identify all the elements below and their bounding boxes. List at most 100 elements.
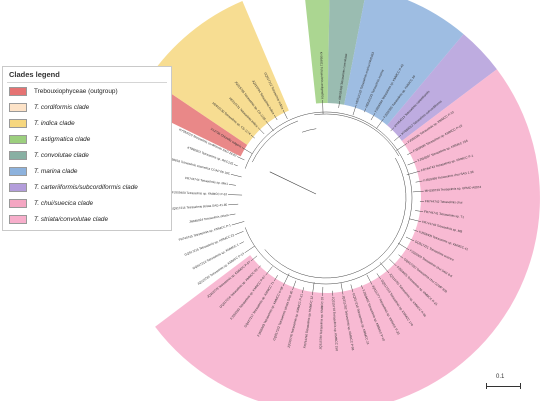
legend-swatch xyxy=(9,199,27,208)
branch xyxy=(396,142,408,151)
leaf-label: GQ917214 Tetraselmis striata SAG 41.85 xyxy=(170,203,227,211)
branch xyxy=(239,241,245,245)
leaf-label: FR744746 Tetraselmis sp. KMMCC 12 xyxy=(303,295,314,348)
clade-sectors xyxy=(133,0,540,401)
legend-swatch xyxy=(9,103,27,112)
leaf-label: FJ559400 Tetraselmis sp. KMMCC P-63 xyxy=(172,190,228,196)
branch xyxy=(237,156,245,161)
branch xyxy=(312,282,315,296)
internal-branch xyxy=(264,157,407,279)
legend-swatch xyxy=(9,215,27,224)
clade-sector-marina xyxy=(344,0,464,126)
branch xyxy=(265,120,274,132)
clade-sector-striata xyxy=(155,69,540,401)
leaf-label: FR744741 Tetraselmis sp. T1 xyxy=(424,210,465,220)
branch xyxy=(250,255,258,262)
branch xyxy=(235,231,244,235)
branch xyxy=(364,108,367,113)
legend-item: T. astigmatica clade xyxy=(9,134,90,145)
legend-label: T. astigmatica clade xyxy=(34,136,91,143)
legend-item: T. striata/convolutae clade xyxy=(9,214,108,225)
legend-label: T. indica clade xyxy=(34,120,75,127)
leaf-label: JQ315778 Tetraselmis sp. KMMCC 158 xyxy=(331,297,339,352)
legend-swatch xyxy=(9,135,27,144)
legend-swatch xyxy=(9,119,27,128)
legend-label: T. striata/convolutae clade xyxy=(34,216,109,223)
scale-bar-tick-left xyxy=(486,383,487,389)
legend-label: T. chui/suecica clade xyxy=(34,200,94,207)
legend-swatch xyxy=(9,87,27,96)
clade-sector-astigmatica xyxy=(305,0,330,104)
branch xyxy=(415,210,424,212)
internal-branch xyxy=(301,128,317,133)
legend-title: Clades legend xyxy=(9,70,60,79)
branch xyxy=(366,274,373,285)
branch xyxy=(228,184,236,186)
legend-label: T. convolutae clade xyxy=(34,152,89,159)
branch xyxy=(250,134,255,139)
legend-item: Trebouxiophyceae (outgroup) xyxy=(9,86,118,97)
internal-branch xyxy=(244,111,413,285)
legend-item: T. marina clade xyxy=(9,166,77,177)
branch xyxy=(406,170,421,176)
leaf-label: JN846024 Tetraselmis striata xyxy=(189,213,229,224)
scale-bar-tick-right xyxy=(520,383,521,389)
legend-label: Trebouxiophyceae (outgroup) xyxy=(34,88,118,95)
branch xyxy=(398,254,404,259)
leaf-label: JQ315780 Tetraselmis sp. KMMCC 33 xyxy=(319,297,325,350)
leaf-label: MH190729 Tetraselmis sp. UPMC-A0074 xyxy=(425,185,482,193)
branch xyxy=(407,161,417,166)
branch xyxy=(257,265,261,269)
branch xyxy=(413,229,419,232)
branch xyxy=(230,174,242,178)
branch xyxy=(233,164,238,167)
leaf-label: KY054011 Tetraselmis astigmatica xyxy=(319,52,325,100)
legend-swatch xyxy=(9,183,27,192)
legend-item: T. chui/suecica clade xyxy=(9,198,93,209)
branch xyxy=(265,266,273,276)
legend-item: T. cordiformis clade xyxy=(9,102,89,113)
branch xyxy=(338,100,340,108)
legend-item: T. indica clade xyxy=(9,118,75,129)
scale-bar: 0.1 xyxy=(484,374,524,396)
branch xyxy=(273,114,278,121)
legend-label: T. marina clade xyxy=(34,168,78,175)
branch xyxy=(350,284,354,293)
legend-item: T. convolutae clade xyxy=(9,150,89,161)
branch xyxy=(231,221,245,226)
scale-bar-label: 0.1 xyxy=(496,374,505,380)
clade-sector-indica xyxy=(148,1,289,145)
legend-swatch xyxy=(9,151,27,160)
branch xyxy=(340,282,344,295)
tree-branches xyxy=(228,100,424,296)
legend-swatch xyxy=(9,167,27,176)
branch xyxy=(352,104,357,116)
legend-label: T. carteriiformis/subcordiformis clade xyxy=(34,184,138,191)
branch xyxy=(397,242,410,251)
branch xyxy=(273,275,278,282)
branch xyxy=(302,287,304,294)
leaf-label: AB058388 Tetraselmis convolutae xyxy=(338,53,349,100)
internal-branch xyxy=(314,113,399,157)
branch xyxy=(376,118,384,129)
branch xyxy=(412,190,424,193)
branch xyxy=(376,273,382,280)
clade-sector-convolutae xyxy=(327,0,365,105)
branch xyxy=(244,245,255,254)
legend-divider xyxy=(7,82,167,83)
branch xyxy=(282,109,288,120)
branch xyxy=(407,151,413,156)
legend-label: T. cordiformis clade xyxy=(34,104,90,111)
branch xyxy=(228,203,239,206)
branch xyxy=(370,113,376,121)
legend-item: T. carteriiformis/subcordiformis clade xyxy=(9,182,138,193)
branch xyxy=(405,236,415,242)
branch xyxy=(229,213,236,216)
branch xyxy=(257,127,265,135)
branch xyxy=(389,258,397,267)
root-branch xyxy=(269,171,317,195)
scale-bar-line xyxy=(486,386,520,387)
branch xyxy=(282,273,290,287)
branch xyxy=(394,134,402,141)
